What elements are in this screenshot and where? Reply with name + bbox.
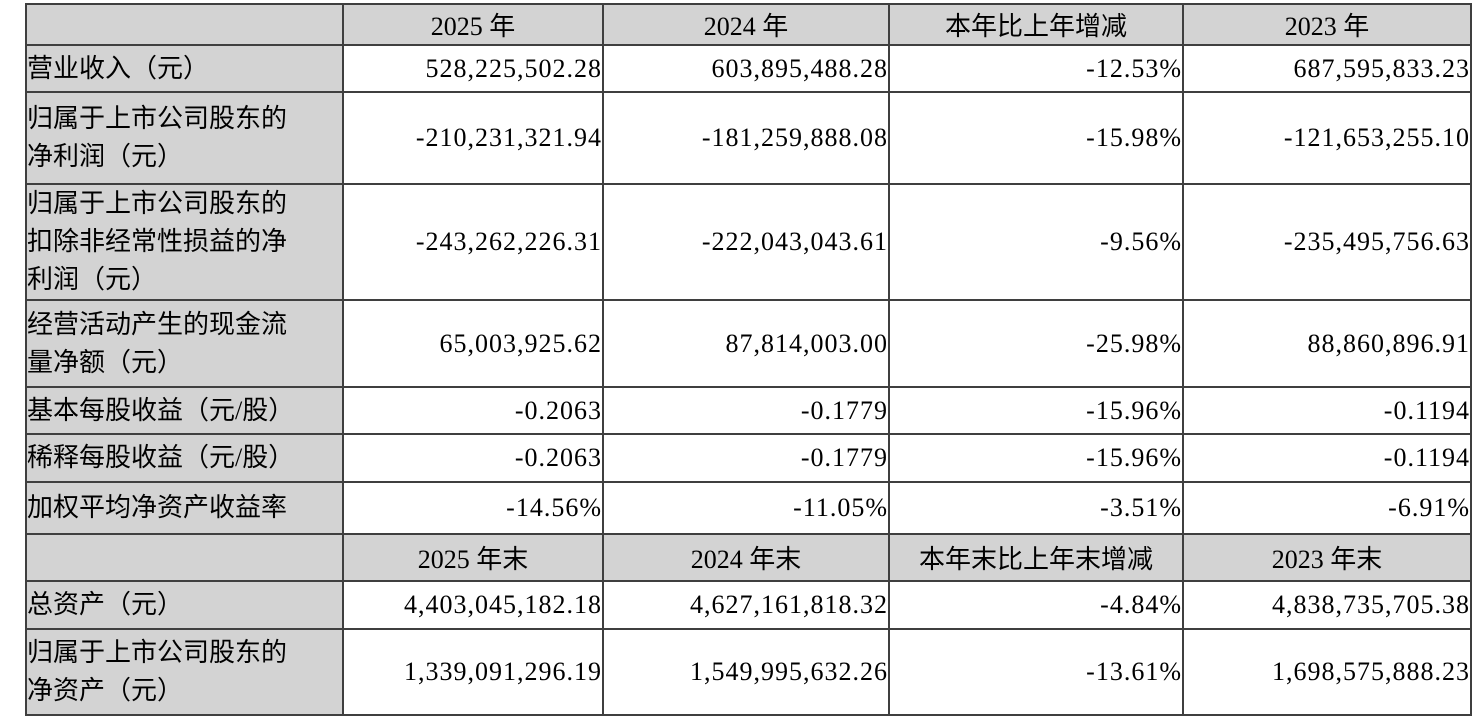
- cell-2024: 4,627,161,818.32: [602, 580, 890, 630]
- header-cell-blank: [25, 533, 344, 582]
- cell-yoy-change: -4.84%: [888, 580, 1184, 630]
- cell-yoy-change: -13.61%: [888, 628, 1184, 716]
- cell-2024: -0.1779: [602, 433, 890, 483]
- header-cell-2025: 2025 年: [342, 3, 604, 46]
- row-total-assets: 总资产（元） 4,403,045,182.18 4,627,161,818.32…: [25, 580, 1472, 630]
- header-cell-blank: [25, 3, 344, 46]
- cell-2025: -0.2063: [342, 433, 604, 483]
- cell-2025: -210,231,321.94: [342, 91, 604, 185]
- row-net-assets-attributable: 归属于上市公司股东的 净资产（元） 1,339,091,296.19 1,549…: [25, 628, 1472, 716]
- cell-2024: 1,549,995,632.26: [602, 628, 890, 716]
- cell-2024: -181,259,888.08: [602, 91, 890, 185]
- row-operating-cash-flow: 经营活动产生的现金流 量净额（元） 65,003,925.62 87,814,0…: [25, 299, 1472, 388]
- cell-2023: -235,495,756.63: [1182, 183, 1472, 301]
- cell-2024: -11.05%: [602, 481, 890, 535]
- row-label: 加权平均净资产收益率: [25, 481, 344, 535]
- cell-2025: -243,262,226.31: [342, 183, 604, 301]
- header-cell-2024: 2024 年: [602, 3, 890, 46]
- cell-yoy-change: -3.51%: [888, 481, 1184, 535]
- cell-2025: -0.2063: [342, 386, 604, 435]
- cell-2023: -121,653,255.10: [1182, 91, 1472, 185]
- row-label: 营业收入（元）: [25, 44, 344, 93]
- cell-2025: -14.56%: [342, 481, 604, 535]
- header-cell-eoy-change: 本年末比上年末增减: [888, 533, 1184, 582]
- cell-2024: 603,895,488.28: [602, 44, 890, 93]
- header-cell-2023-end: 2023 年末: [1182, 533, 1472, 582]
- row-label: 归属于上市公司股东的 扣除非经常性损益的净 利润（元）: [25, 183, 344, 301]
- header-row-current-period: 2025 年 2024 年 本年比上年增减 2023 年: [25, 3, 1472, 46]
- row-label: 归属于上市公司股东的 净资产（元）: [25, 628, 344, 716]
- header-cell-yoy-change: 本年比上年增减: [888, 3, 1184, 46]
- row-basic-eps: 基本每股收益（元/股） -0.2063 -0.1779 -15.96% -0.1…: [25, 386, 1472, 435]
- row-label: 归属于上市公司股东的 净利润（元）: [25, 91, 344, 185]
- cell-2023: 4,838,735,705.38: [1182, 580, 1472, 630]
- cell-2023: -0.1194: [1182, 433, 1472, 483]
- row-net-profit-attributable: 归属于上市公司股东的 净利润（元） -210,231,321.94 -181,2…: [25, 91, 1472, 185]
- row-net-profit-excl-nonrecurring: 归属于上市公司股东的 扣除非经常性损益的净 利润（元） -243,262,226…: [25, 183, 1472, 301]
- cell-2024: -222,043,043.61: [602, 183, 890, 301]
- cell-2023: 88,860,896.91: [1182, 299, 1472, 388]
- row-operating-revenue: 营业收入（元） 528,225,502.28 603,895,488.28 -1…: [25, 44, 1472, 93]
- cell-2025: 65,003,925.62: [342, 299, 604, 388]
- cell-2025: 528,225,502.28: [342, 44, 604, 93]
- financial-summary-table: 2025 年 2024 年 本年比上年增减 2023 年 营业收入（元） 528…: [25, 3, 1472, 716]
- row-weighted-avg-roe: 加权平均净资产收益率 -14.56% -11.05% -3.51% -6.91%: [25, 481, 1472, 535]
- cell-2023: 1,698,575,888.23: [1182, 628, 1472, 716]
- cell-2024: 87,814,003.00: [602, 299, 890, 388]
- cell-2025: 4,403,045,182.18: [342, 580, 604, 630]
- cell-yoy-change: -15.98%: [888, 91, 1184, 185]
- header-cell-2024-end: 2024 年末: [602, 533, 890, 582]
- cell-2024: -0.1779: [602, 386, 890, 435]
- cell-2025: 1,339,091,296.19: [342, 628, 604, 716]
- row-label: 总资产（元）: [25, 580, 344, 630]
- header-cell-2023: 2023 年: [1182, 3, 1472, 46]
- cell-2023: -0.1194: [1182, 386, 1472, 435]
- cell-yoy-change: -9.56%: [888, 183, 1184, 301]
- cell-yoy-change: -15.96%: [888, 386, 1184, 435]
- cell-2023: 687,595,833.23: [1182, 44, 1472, 93]
- row-label: 稀释每股收益（元/股）: [25, 433, 344, 483]
- row-label: 经营活动产生的现金流 量净额（元）: [25, 299, 344, 388]
- row-diluted-eps: 稀释每股收益（元/股） -0.2063 -0.1779 -15.96% -0.1…: [25, 433, 1472, 483]
- header-cell-2025-end: 2025 年末: [342, 533, 604, 582]
- cell-yoy-change: -15.96%: [888, 433, 1184, 483]
- cell-2023: -6.91%: [1182, 481, 1472, 535]
- cell-yoy-change: -12.53%: [888, 44, 1184, 93]
- cell-yoy-change: -25.98%: [888, 299, 1184, 388]
- row-label: 基本每股收益（元/股）: [25, 386, 344, 435]
- header-row-end-of-period: 2025 年末 2024 年末 本年末比上年末增减 2023 年末: [25, 533, 1472, 582]
